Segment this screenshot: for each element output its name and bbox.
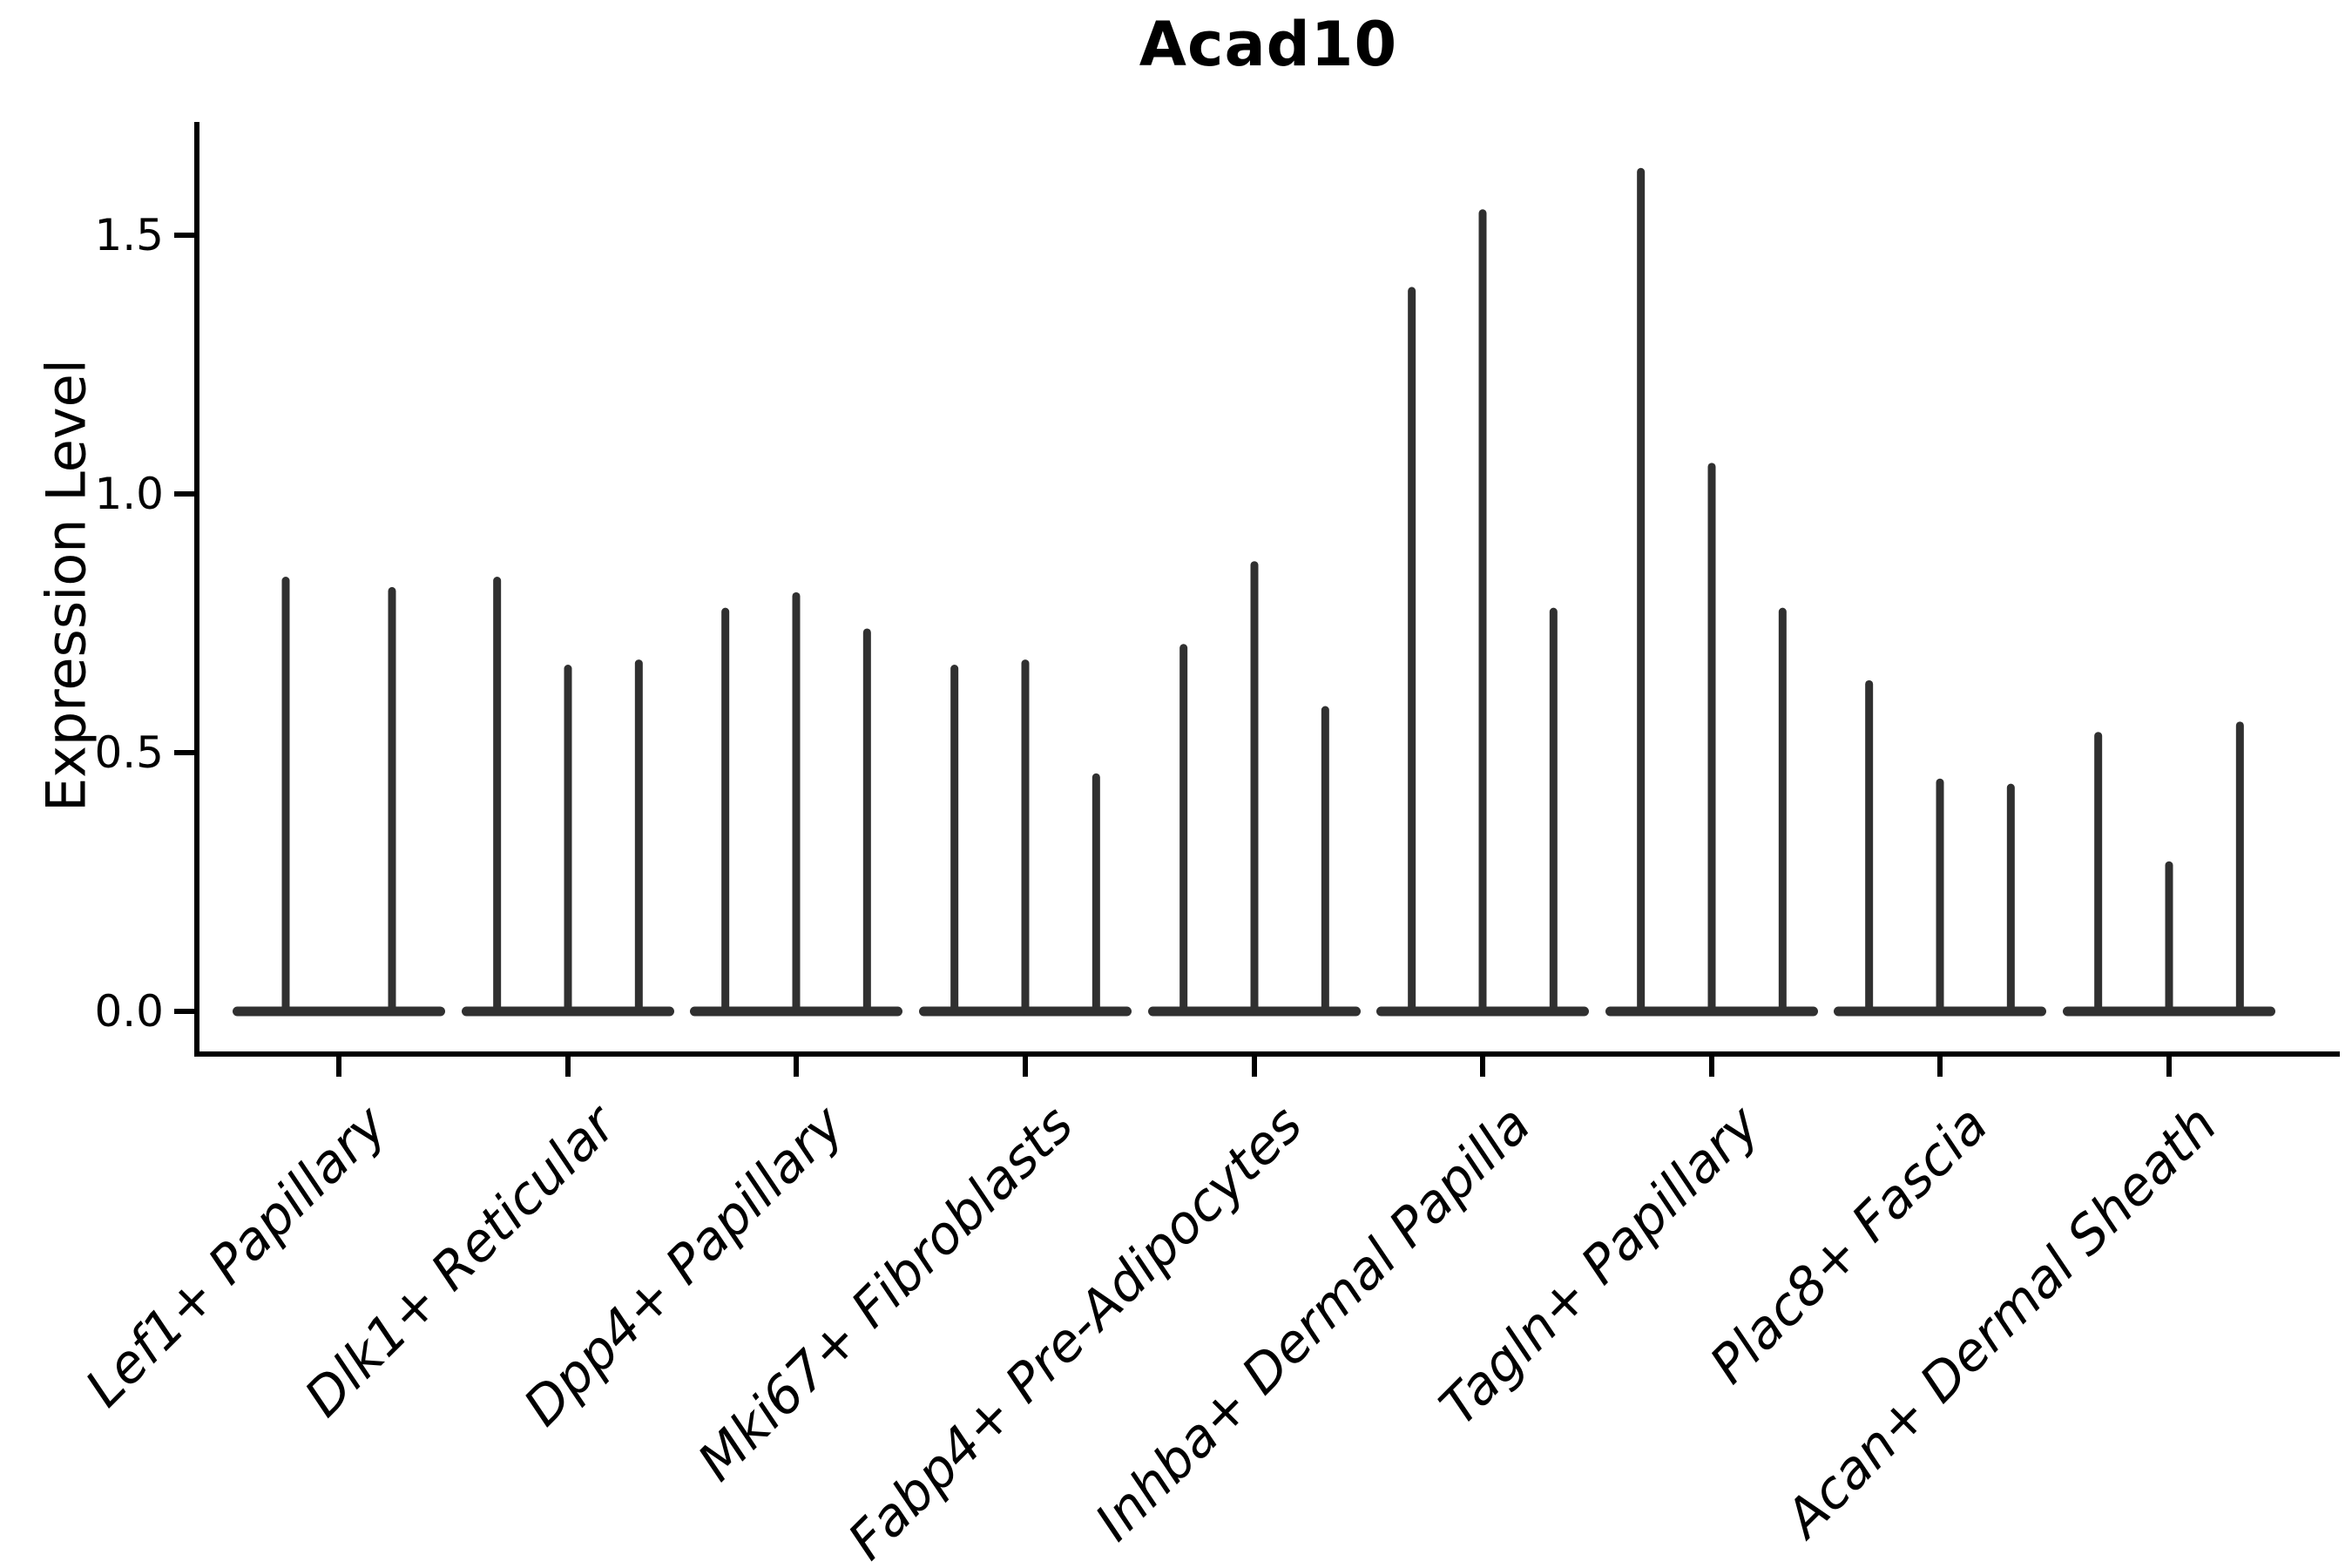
violin-spike [1778, 607, 1787, 1015]
violin-spike [862, 628, 871, 1015]
violin-spike [721, 607, 730, 1015]
violin-spike [564, 665, 572, 1015]
violin-spike [2094, 732, 2103, 1015]
x-tick-marks [336, 1054, 2172, 1077]
x-tick-label-mki67-fibroblasts: Mki67+ Fibroblasts [686, 1094, 1085, 1493]
x-tick-label-fabp4-pre-adipocytes: Fabp4+ Pre-Adipocytes [836, 1094, 1314, 1568]
violin-spike [1637, 167, 1646, 1015]
x-tick-label-inhba-dermal-papilla: Inhba+ Dermal Papilla [1084, 1094, 1542, 1552]
violin-spike [1478, 209, 1487, 1016]
violin-spike [2235, 721, 2244, 1015]
violin-spike [1250, 561, 1259, 1015]
violin-base [233, 1006, 445, 1017]
violin-spike [634, 659, 643, 1015]
violins-layer [233, 167, 2275, 1017]
y-tick-label-0: 0.0 [94, 986, 164, 1037]
violin-spike [1179, 644, 1188, 1015]
violin-spike [1092, 773, 1100, 1015]
violin-spike [388, 586, 396, 1015]
y-tick-label-1: 0.5 [94, 727, 164, 778]
y-tick-label-2: 1.0 [94, 469, 164, 519]
violin-spike [1707, 463, 1716, 1015]
violin-spike [1936, 778, 1944, 1015]
violin-spike [1865, 679, 1874, 1015]
violin-spike [792, 591, 801, 1015]
plot-title: Acad10 [1139, 9, 1398, 80]
y-tick-marks [174, 233, 197, 1014]
y-tick-label-3: 1.5 [94, 210, 164, 260]
violin-spike [281, 577, 290, 1015]
violin-spike [1321, 706, 1329, 1015]
violin-spike [2165, 861, 2173, 1015]
violin-spike [950, 665, 959, 1015]
violin-spike [2006, 783, 2015, 1015]
violin-spike [493, 577, 502, 1015]
violin-spike [1408, 287, 1416, 1015]
violin-spike [1549, 607, 1558, 1015]
x-tick-label-acan-dermal-sheath: Acan+ Dermal Sheath [1772, 1094, 2229, 1551]
violin-spike [1021, 659, 1030, 1015]
